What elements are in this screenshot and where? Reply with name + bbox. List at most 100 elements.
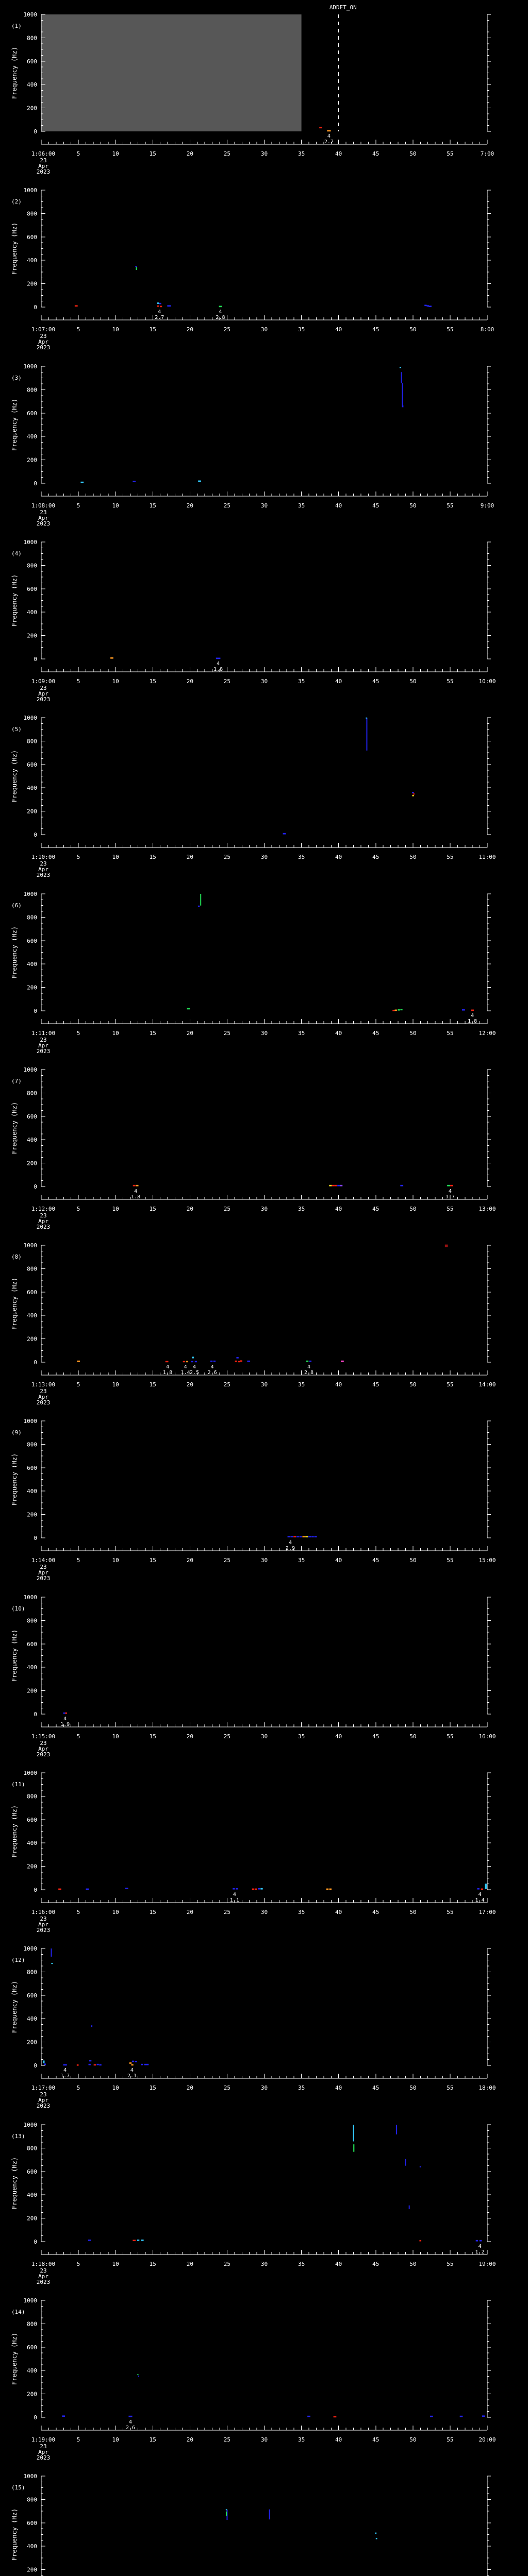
x-axis-date-line: 23 [40,333,46,340]
panel-number: (9) [11,1429,22,1436]
event-magnitude-label: 2.9 [286,1546,295,1551]
event-mark [459,2415,463,2417]
y-tick-label: 1000 [24,187,38,194]
event-marker-number: 4 [478,2244,482,2249]
y-axis-title: Frequency (Hz) [11,399,18,451]
x-tick-label: 30 [261,1733,268,1740]
x-tick-label: 30 [261,1381,268,1388]
x-axis-date-line: Apr [38,1745,48,1752]
event-mark [197,905,200,907]
event-mark [135,266,137,267]
y-tick-label: 1000 [24,1242,38,1249]
event-mark [194,1361,197,1363]
spectrogram-panel-1: ADDET_ON 42.7 0 200 400 600 800 1000 Frequency (… [11,4,494,175]
x-tick-label: 30 [261,326,268,333]
event-mark [77,1360,80,1362]
x-tick-label: 15 [150,1206,156,1212]
x-end-time-label: 12:00 [478,1030,496,1037]
event-magnitude-label: 1.7 [60,2073,70,2079]
event-marker-number: 4 [233,1892,236,1897]
event-mark [326,1888,329,1890]
x-axis-date-line: Apr [38,1394,48,1400]
event-mark [290,1536,293,1538]
x-start-time-label: 1:18:00 [31,2261,55,2267]
x-tick-label: 25 [224,2436,230,2443]
y-tick-label: 200 [27,808,37,815]
y-tick-label: 600 [27,586,37,592]
spectrogram-panel-5: 0 200 400 600 800 1000 Frequency (Hz) (5) 5 10 15 2… [11,715,496,878]
x-end-time-label: 9:00 [481,502,494,509]
x-tick-label: 40 [335,326,342,333]
event-mark [187,1008,190,1010]
x-tick-label: 50 [409,1909,416,1916]
x-end-time-label: 20:00 [478,2436,496,2443]
x-axis-date-line: 23 [40,509,46,516]
y-tick-label: 1000 [24,1418,38,1425]
event-marker-number: 4 [327,133,331,139]
y-tick-label: 400 [27,1137,37,1143]
event-mark [65,1712,68,1714]
event-mark [167,305,171,307]
x-tick-label: 55 [447,2436,453,2443]
y-tick-label: 1000 [24,2297,38,2304]
event-marker-number: 4 [217,661,220,667]
x-tick-label: 10 [112,1557,119,1564]
y-tick-label: 200 [27,1688,37,1694]
x-tick-label: 5 [77,502,80,509]
event-mark [110,657,113,659]
event-mark [311,1536,314,1538]
y-tick-label: 800 [27,1617,37,1624]
x-axis-date-line: 2023 [37,1751,51,1758]
spectrogram-panel-10: 41.9 0 200 400 600 800 1000 Frequency (Hz) (10) 5… [11,1594,496,1758]
y-tick-label: 800 [27,210,37,217]
event-mark [302,1536,305,1538]
event-mark [165,1361,169,1363]
event-mark [159,302,161,304]
x-tick-label: 25 [224,1733,230,1740]
x-tick-label: 45 [372,1733,379,1740]
x-tick-label: 50 [409,854,416,860]
y-tick-label: 800 [27,1969,37,1975]
x-tick-label: 10 [112,2261,119,2267]
y-axis-title: Frequency (Hz) [11,750,18,802]
y-tick-label: 1000 [24,363,38,370]
y-tick-label: 400 [27,609,37,616]
event-mark [89,2060,92,2062]
event-mark [216,657,221,659]
x-tick-label: 45 [372,1909,379,1916]
event-mark [198,480,201,482]
event-magnitude-label: 2.8 [216,315,225,320]
x-end-time-label: 13:00 [478,1206,496,1212]
event-mark [353,2144,355,2152]
y-tick-label: 0 [34,656,37,663]
y-axis-title: Frequency (Hz) [11,1278,18,1330]
event-mark [402,405,404,408]
x-tick-label: 45 [372,1206,379,1212]
x-tick-label: 45 [372,1030,379,1037]
x-axis-date-line: 23 [40,2091,46,2098]
y-tick-label: 1000 [24,1945,38,1952]
x-tick-label: 50 [409,2084,416,2091]
event-mark [99,2064,102,2066]
x-axis-date-line: 23 [40,1037,46,1043]
y-tick-label: 400 [27,1840,37,1846]
x-tick-label: 55 [447,150,453,157]
y-tick-label: 400 [27,2543,37,2550]
event-mark [128,2415,133,2417]
y-tick-label: 0 [34,1887,37,1893]
x-tick-label: 25 [224,326,230,333]
event-mark [233,1888,235,1890]
x-tick-label: 15 [150,1381,156,1388]
event-mark [430,2415,433,2417]
event-mark [471,1009,474,1011]
x-tick-label: 30 [261,150,268,157]
y-axis-title: Frequency (Hz) [11,1981,18,2033]
x-tick-label: 20 [187,678,193,685]
x-tick-label: 35 [298,2084,305,2091]
panel-number: (14) [11,2309,25,2315]
x-tick-label: 25 [224,502,230,509]
x-tick-label: 25 [224,1030,230,1037]
x-axis-date-line: 2023 [37,1048,51,1055]
x-end-time-label: 18:00 [478,2084,496,2091]
